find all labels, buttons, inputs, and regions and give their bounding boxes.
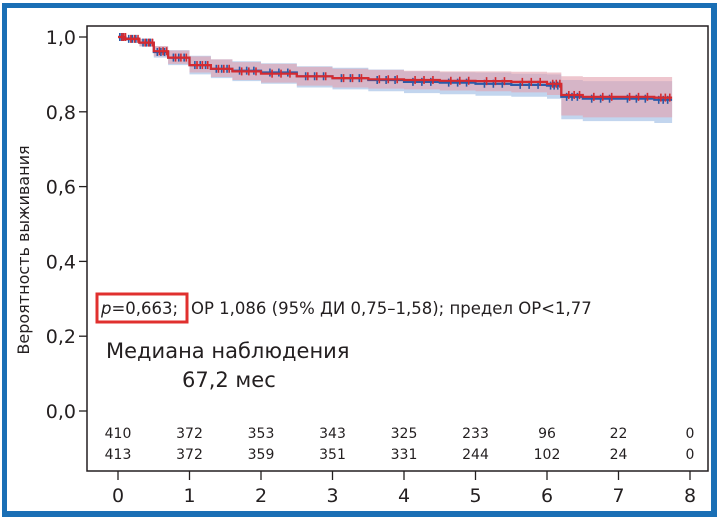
x-tick-label: 2: [255, 485, 267, 507]
at-risk-value: 331: [391, 447, 418, 463]
x-tick-label: 7: [612, 485, 624, 507]
at-risk-value: 410: [105, 426, 132, 442]
p-value: =0,663;: [111, 299, 178, 318]
p-symbol: p: [100, 299, 111, 318]
x-tick-label: 1: [183, 485, 195, 507]
x-tick-label: 6: [541, 485, 553, 507]
y-axis-label: Вероятность выживания: [14, 145, 33, 354]
at-risk-value: 233: [462, 426, 489, 442]
x-tick-label: 5: [469, 485, 481, 507]
y-tick-label: 1,0: [46, 27, 76, 49]
x-tick-label: 0: [112, 485, 124, 507]
at-risk-value: 0: [686, 447, 695, 463]
plot-area: [86, 25, 709, 472]
y-tick-label: 0,4: [46, 251, 76, 273]
at-risk-value: 244: [462, 447, 489, 463]
y-tick-label: 0,8: [46, 102, 76, 124]
x-tick-label: 3: [326, 485, 338, 507]
at-risk-value: 372: [176, 426, 203, 442]
y-tick-label: 0,6: [46, 177, 76, 199]
figure-frame: [2, 3, 717, 517]
at-risk-value: 325: [391, 426, 418, 442]
at-risk-value: 24: [610, 447, 628, 463]
at-risk-value: 372: [176, 447, 203, 463]
median-followup-label: Медиана наблюдения: [106, 339, 349, 363]
at-risk-value: 343: [319, 426, 346, 442]
at-risk-value: 96: [538, 426, 556, 442]
x-tick-label: 8: [684, 485, 696, 507]
p-value-text: p=0,663;: [100, 299, 178, 318]
survival-curves: [118, 33, 673, 104]
at-risk-value: 351: [319, 447, 346, 463]
at-risk-value: 102: [534, 447, 561, 463]
numbers-at-risk-table: 410 372 353 343 325 233 96 22 0 413 372 359 351 331 24…: [105, 426, 695, 463]
at-risk-value: 0: [686, 426, 695, 442]
median-followup-value: 67,2 мес: [182, 368, 276, 392]
x-tick-label: 4: [398, 485, 410, 507]
at-risk-value: 353: [248, 426, 275, 442]
p-value-highlight-box: [95, 292, 189, 324]
x-axis: 0 1 2 3 4 5 6 7 8: [112, 471, 696, 507]
at-risk-value: 413: [105, 447, 132, 463]
at-risk-value: 22: [610, 426, 628, 442]
at-risk-value: 359: [248, 447, 275, 463]
y-axis: 0,0 0,2 0,4 0,6 0,8 1,0: [46, 27, 87, 423]
hazard-ratio-text: ОР 1,086 (95% ДИ 0,75–1,58); предел ОР<1…: [191, 299, 592, 318]
y-tick-label: 0,0: [46, 401, 76, 423]
y-tick-label: 0,2: [46, 326, 76, 348]
